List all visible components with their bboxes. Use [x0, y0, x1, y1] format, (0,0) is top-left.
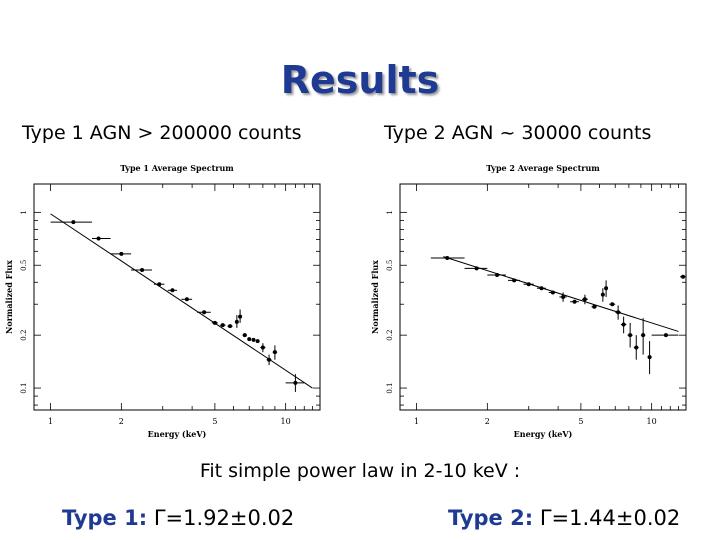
data-point [293, 380, 298, 385]
data-point [228, 324, 233, 329]
y-tick-label: 1 [20, 210, 28, 214]
data-point [212, 320, 217, 325]
type1-subheading: Type 1 AGN > 200000 counts [22, 122, 302, 144]
type1-result-value: Γ=1.92±0.02 [153, 506, 295, 530]
y-tick-label: 0.5 [386, 260, 394, 271]
data-point [526, 282, 531, 287]
x-tick-label: 10 [647, 417, 657, 426]
data-point [202, 310, 207, 315]
data-point [170, 288, 175, 293]
data-point [445, 255, 450, 260]
type2-result-value: Γ=1.44±0.02 [539, 506, 681, 530]
x-tick-label: 2 [485, 417, 490, 426]
data-point [604, 286, 609, 291]
y-axis-label: Normalized Flux [4, 260, 14, 334]
fit-description: Fit simple power law in 2-10 keV : [199, 460, 521, 482]
data-point [272, 350, 277, 355]
data-point [582, 297, 587, 302]
data-point [474, 266, 479, 271]
data-point [157, 282, 162, 287]
type2-result-label: Type 2: [448, 506, 534, 530]
plot-frame [399, 183, 687, 411]
y-tick-label: 0.1 [386, 382, 394, 393]
data-point [71, 220, 76, 225]
data-point [641, 333, 646, 338]
y-axis-label: Normalized Flux [370, 260, 380, 334]
x-tick-label: 5 [212, 417, 217, 426]
x-tick-label: 10 [281, 417, 291, 426]
data-point [628, 333, 633, 338]
data-point [539, 286, 544, 291]
data-point [610, 302, 615, 307]
data-point [247, 337, 252, 342]
data-point [234, 319, 239, 324]
y-tick-label: 0.5 [20, 260, 28, 271]
data-point [255, 339, 260, 344]
x-axis-label: Energy (keV) [514, 429, 573, 439]
type1-spectrum-chart: Type 1 Average Spectrum 1 2 5 10 0.1 0.2 0.5 1 En… [4, 163, 321, 439]
type2-subheading: Type 2 AGN ~ 30000 counts [384, 122, 652, 144]
x-tick-label: 5 [578, 417, 583, 426]
power-law-fit-line [50, 213, 313, 389]
data-point [634, 345, 639, 350]
data-point [550, 290, 555, 295]
data-point [267, 357, 272, 362]
data-point [572, 299, 577, 304]
x-tick-label: 2 [119, 417, 124, 426]
data-point [592, 304, 597, 309]
power-law-fit-line [443, 256, 679, 332]
data-point [251, 337, 256, 342]
slide-title: Results [280, 58, 440, 102]
chart-title: Type 1 Average Spectrum [120, 163, 234, 173]
data-point [616, 310, 621, 315]
x-tick-label: 1 [414, 417, 419, 426]
y-tick-label: 0.2 [386, 330, 394, 341]
data-point [238, 314, 243, 319]
data-point [647, 355, 652, 360]
data-point [242, 333, 247, 338]
data-point [96, 236, 101, 241]
data-point [663, 333, 668, 338]
type1-result: Type 1: Γ=1.92±0.02 [62, 506, 294, 530]
data-point [220, 323, 225, 328]
plot-frame [33, 183, 321, 411]
data-point [260, 345, 265, 350]
y-tick-label: 1 [386, 210, 394, 214]
data-point [119, 251, 124, 256]
data-point [140, 267, 145, 272]
chart-title: Type 2 Average Spectrum [486, 163, 600, 173]
data-point [495, 272, 500, 277]
data-point [681, 274, 686, 279]
data-point [512, 278, 517, 283]
y-tick-label: 0.2 [20, 330, 28, 341]
data-point [621, 322, 626, 327]
type2-spectrum-chart: Type 2 Average Spectrum 1 2 5 10 0.1 0.2 0.5 1 En… [370, 163, 687, 439]
type2-result: Type 2: Γ=1.44±0.02 [448, 506, 680, 530]
data-point [600, 292, 605, 297]
y-tick-label: 0.1 [20, 382, 28, 393]
x-tick-label: 1 [48, 417, 53, 426]
type1-result-label: Type 1: [62, 506, 148, 530]
x-axis-label: Energy (keV) [148, 429, 207, 439]
data-point [561, 294, 566, 299]
data-point [184, 297, 189, 302]
